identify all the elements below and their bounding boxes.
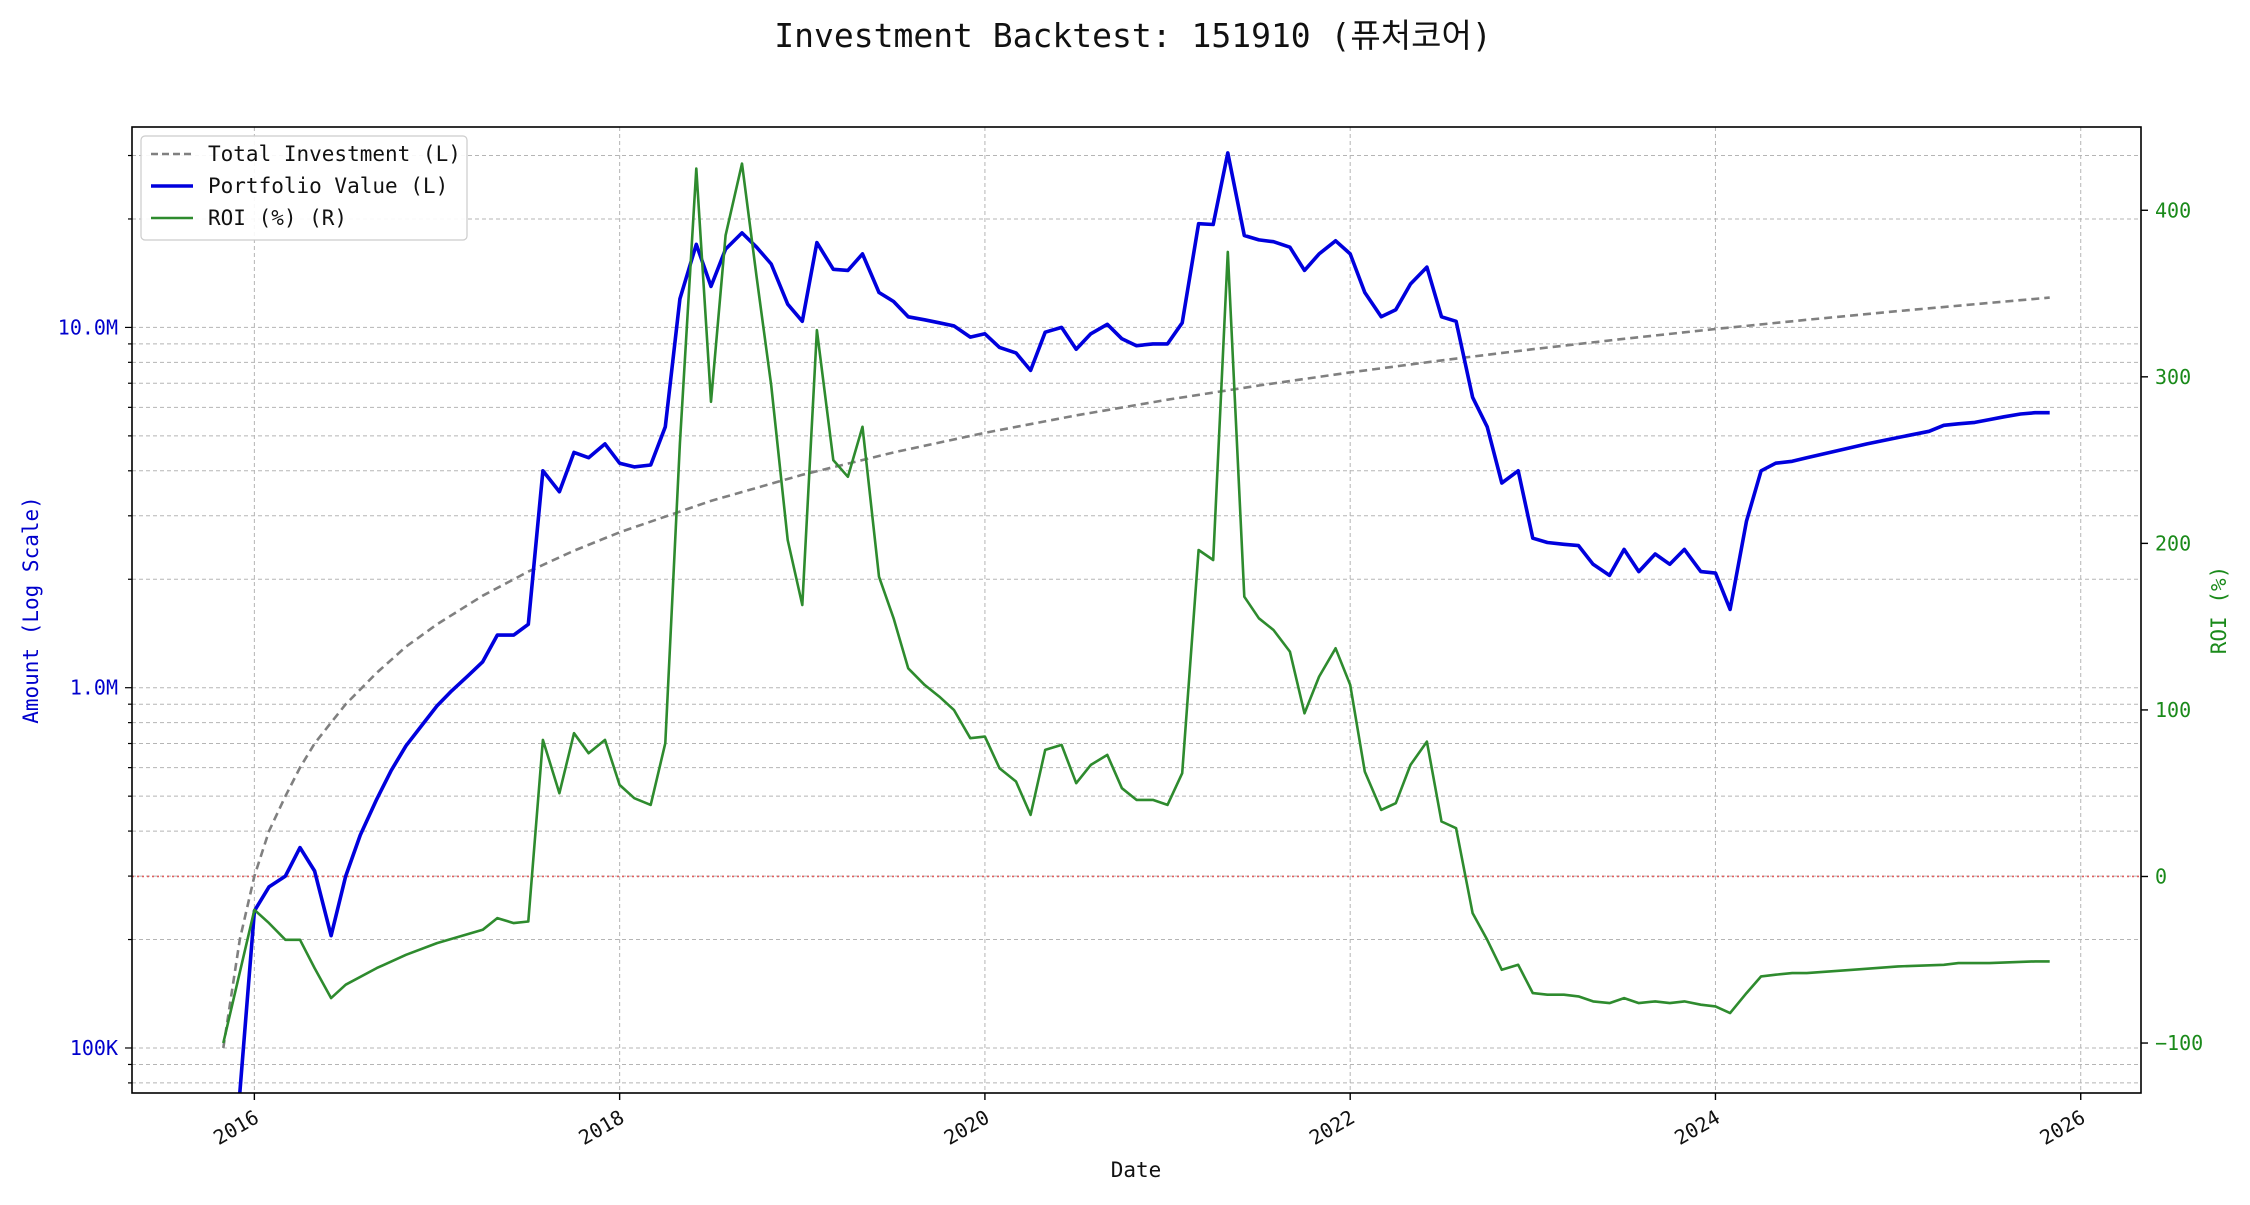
chart-title: Investment Backtest: 151910 (퓨처코어) — [774, 16, 1491, 55]
x-tick-label-5: 2026 — [2036, 1105, 2090, 1150]
y-right-tick-label-0: −100 — [2155, 1031, 2203, 1055]
total-investment-line — [222, 296, 2050, 1049]
series-layer — [222, 151, 2050, 1094]
x-tick-label-3: 2022 — [1305, 1105, 1359, 1150]
legend-box — [140, 135, 468, 241]
right-axis-label: ROI (%) — [2207, 566, 2231, 655]
left-axis-label: Amount (Log Scale) — [19, 496, 43, 724]
legend: Total Investment (L) Portfolio Value (L)… — [140, 135, 468, 241]
x-tick-label-4: 2024 — [1670, 1105, 1724, 1150]
ticks-layer: 2016 2018 2020 2022 2024 2026 100K 1.0M 10.0M −10… — [58, 154, 2203, 1150]
y-right-tick-label-3: 200 — [2155, 531, 2191, 555]
x-axis-label: Date — [1111, 1158, 1162, 1182]
y-left-tick-label-2: 10.0M — [58, 315, 118, 339]
legend-label-portfolio-value: Portfolio Value (L) — [208, 174, 448, 198]
x-tick-label-0: 2016 — [209, 1105, 263, 1150]
y-right-tick-label-1: 0 — [2155, 864, 2167, 888]
portfolio-value-line — [238, 151, 2050, 1094]
legend-label-total-investment: Total Investment (L) — [208, 142, 461, 166]
plot-frame — [131, 126, 2142, 1094]
grid-layer — [132, 127, 2141, 1093]
legend-label-roi: ROI (%) (R) — [208, 206, 347, 230]
y-right-tick-label-4: 300 — [2155, 365, 2191, 389]
y-right-tick-label-2: 100 — [2155, 698, 2191, 722]
x-tick-label-2: 2020 — [940, 1105, 994, 1150]
y-left-tick-label-0: 100K — [70, 1036, 118, 1060]
roi-line — [222, 162, 2050, 1044]
y-left-tick-label-1: 1.0M — [70, 676, 118, 700]
y-right-tick-label-5: 400 — [2155, 198, 2191, 222]
x-tick-label-1: 2018 — [574, 1105, 628, 1150]
